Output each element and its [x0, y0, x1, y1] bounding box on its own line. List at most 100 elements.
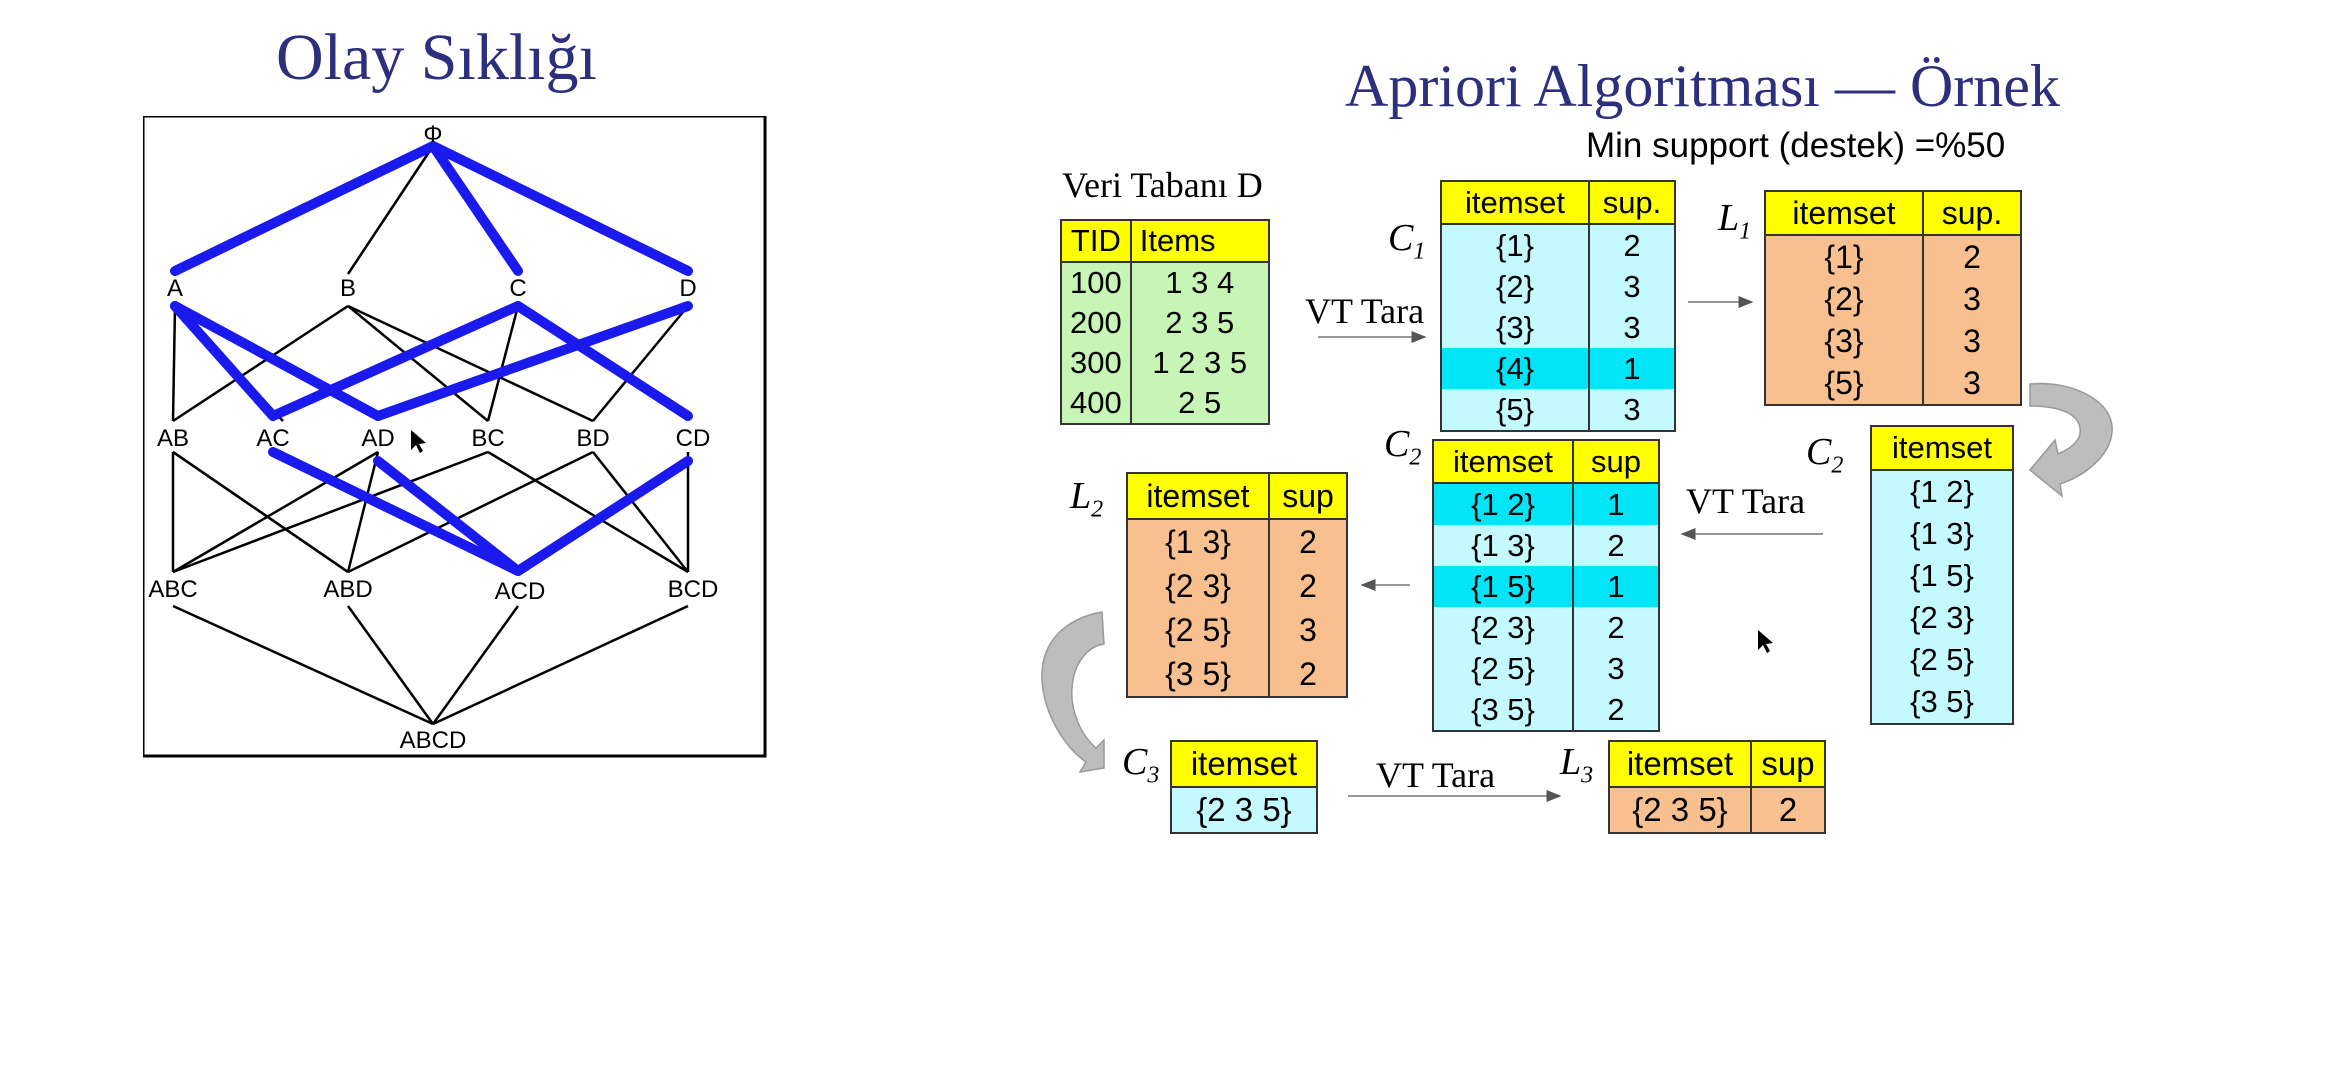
table-row: {1 5} 1 — [1432, 566, 1660, 607]
table-cell: 1 — [1588, 348, 1676, 389]
mouse-cursor-icon — [411, 430, 426, 453]
table-header-cell: sup — [1750, 740, 1826, 788]
table-row: {1 3} 2 — [1432, 525, 1660, 566]
table-row: {2} 3 — [1764, 278, 2022, 320]
table-row: {1 2} 1 — [1432, 483, 1660, 525]
table-header-cell: itemset — [1170, 740, 1318, 788]
table-row: {3} 3 — [1440, 307, 1676, 348]
table-cell: 3 — [1922, 320, 2022, 362]
lattice-edges — [171, 145, 690, 726]
node-B: B — [340, 275, 356, 302]
table-header-cell: sup — [1572, 439, 1660, 484]
table-cell: {1 5} — [1870, 555, 2014, 597]
table-row: {3 5} — [1870, 681, 2014, 725]
table-cell: 2 — [1750, 787, 1826, 834]
node-AC: AC — [256, 425, 289, 452]
table-row: {2 3} 2 — [1126, 564, 1348, 608]
c1-table: itemset sup. {1} 2 {2} 3 {3} 3 {4} 1 {5} 3 — [1440, 180, 1676, 432]
table-row: {1 3} — [1870, 513, 2014, 555]
table-row: 200 2 3 5 — [1060, 303, 1270, 343]
node-BD: BD — [576, 425, 609, 452]
table-cell: {2 5} — [1126, 608, 1270, 652]
table-header-row: itemset sup — [1432, 439, 1660, 484]
l2-table: itemset sup {1 3} 2 {2 3} 2 {2 5} 3 {3 5} 2 — [1126, 472, 1348, 698]
table-row: {1 3} 2 — [1126, 519, 1348, 564]
table-cell: {2 5} — [1432, 648, 1574, 689]
table-cell: {3 5} — [1432, 689, 1574, 732]
table-row: {2} 3 — [1440, 266, 1676, 307]
itemset-lattice: Φ A B C D AB AC AD BC BD CD ABC ABD ACD … — [143, 116, 767, 758]
table-header-cell: itemset — [1126, 472, 1270, 520]
node-ABD: ABD — [323, 576, 372, 603]
table-cell: 3 — [1572, 648, 1660, 689]
table-cell: {2} — [1440, 266, 1590, 307]
l2-label: L2 — [1070, 475, 1104, 523]
table-header-row: TID Items — [1060, 219, 1270, 263]
right-title: Apriori Algoritması — Örnek — [1345, 53, 2060, 119]
table-cell: {1 5} — [1432, 566, 1574, 607]
table-cell: 2 — [1922, 235, 2022, 278]
table-cell: {3} — [1764, 320, 1924, 362]
lattice-highlight-edges — [170, 141, 693, 576]
table-cell: 2 5 — [1129, 383, 1270, 425]
table-row: {1 2} — [1870, 470, 2014, 513]
c1-label: C1 — [1388, 217, 1426, 265]
c2-candidates-table: itemset {1 2} {1 3} {1 5} {2 3} {2 5} {3… — [1870, 425, 2014, 725]
l3-table: itemset sup {2 3 5} 2 — [1608, 740, 1826, 834]
table-cell: 2 — [1572, 525, 1660, 566]
table-header-cell: sup. — [1922, 190, 2022, 236]
table-header-row: itemset sup — [1608, 740, 1826, 788]
table-row: {2 3} 2 — [1432, 607, 1660, 648]
db-header-tid: TID — [1060, 219, 1132, 263]
table-cell: 2 — [1572, 607, 1660, 648]
lattice-labels: Φ A B C D AB AC AD BC BD CD ABC ABD ACD … — [148, 121, 718, 754]
table-cell: 2 — [1268, 652, 1348, 698]
table-cell: 3 — [1922, 278, 2022, 320]
table-cell: 1 — [1572, 483, 1660, 525]
table-cell: 1 2 3 5 — [1129, 343, 1270, 383]
l1-label: L1 — [1718, 197, 1752, 245]
scan-label-3: VT Tara — [1376, 755, 1496, 795]
table-header-row: itemset — [1870, 425, 2014, 471]
table-cell: 2 — [1572, 689, 1660, 732]
c3-label: C3 — [1122, 741, 1160, 789]
table-row: {5} 3 — [1440, 389, 1676, 432]
table-row: 300 1 2 3 5 — [1060, 343, 1270, 383]
table-cell: 100 — [1060, 262, 1132, 303]
table-cell: {2} — [1764, 278, 1924, 320]
table-row: {3 5} 2 — [1432, 689, 1660, 732]
node-CD: CD — [676, 425, 711, 452]
table-header-cell: itemset — [1608, 740, 1752, 788]
table-cell: 1 3 4 — [1129, 262, 1270, 303]
table-cell: 1 — [1572, 566, 1660, 607]
table-cell: 3 — [1588, 389, 1676, 432]
table-header-cell: itemset — [1432, 439, 1574, 484]
table-row: {1} 2 — [1764, 235, 2022, 278]
left-title: Olay Sıklığı — [276, 21, 597, 94]
table-cell: 3 — [1588, 266, 1676, 307]
db-table: TID Items 100 1 3 4 200 2 3 5 300 1 2 3 … — [1060, 219, 1270, 425]
table-cell: {2 3} — [1870, 597, 2014, 639]
table-header-row: itemset sup — [1126, 472, 1348, 520]
min-support-label: Min support (destek) =%50 — [1586, 126, 2006, 165]
node-phi: Φ — [423, 121, 442, 148]
node-D: D — [679, 275, 696, 302]
table-header-row: itemset sup. — [1440, 180, 1676, 225]
table-cell: {1 3} — [1870, 513, 2014, 555]
table-cell: {2 5} — [1870, 639, 2014, 681]
table-cell: 300 — [1060, 343, 1132, 383]
table-cell: {2 3} — [1126, 564, 1270, 608]
table-row: 400 2 5 — [1060, 383, 1270, 425]
node-ABC: ABC — [148, 576, 197, 603]
table-cell: {3} — [1440, 307, 1590, 348]
c2-support-label: C2 — [1384, 423, 1422, 471]
table-cell: 3 — [1922, 362, 2022, 406]
table-cell: 2 — [1268, 519, 1348, 564]
table-cell: {1 2} — [1870, 470, 2014, 513]
l3-label: L3 — [1560, 741, 1594, 789]
table-cell: {5} — [1764, 362, 1924, 406]
table-cell: {1} — [1440, 224, 1590, 266]
c2-support-table: itemset sup {1 2} 1 {1 3} 2 {1 5} 1 {2 3} 2 … — [1432, 439, 1660, 732]
node-BCD: BCD — [668, 576, 719, 603]
